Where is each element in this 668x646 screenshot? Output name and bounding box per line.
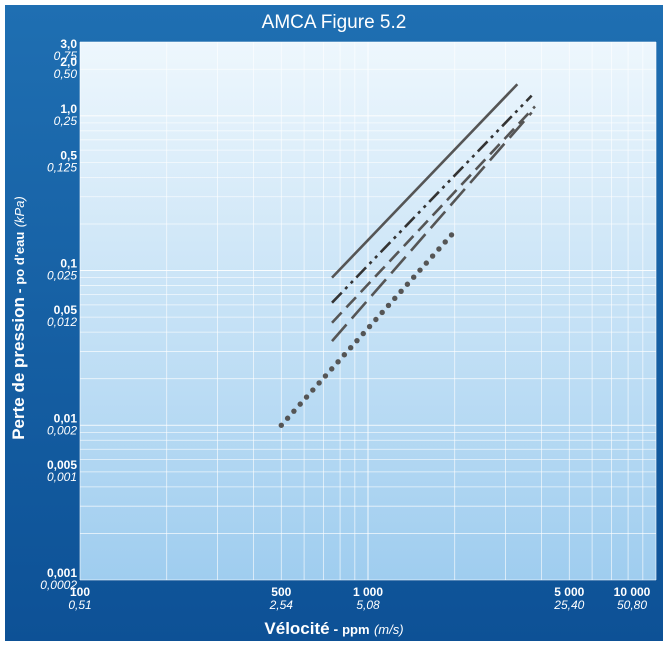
y-tick-sublabel: 0,75 xyxy=(54,49,78,63)
y-tick-label: 0,005 xyxy=(47,458,77,472)
series-dot xyxy=(316,380,322,386)
series-line xyxy=(331,111,533,342)
series-dot xyxy=(423,260,430,266)
series-dot xyxy=(322,373,329,379)
series-dot xyxy=(417,267,423,273)
series-line xyxy=(331,105,536,324)
series-dot xyxy=(354,337,360,344)
series-dot xyxy=(429,253,436,259)
series-dot xyxy=(436,246,442,252)
y-tick-label: 1,0 xyxy=(60,102,77,116)
series-path xyxy=(331,111,533,342)
x-axis-label: Vélocité - ppm (m/s) xyxy=(264,619,403,638)
x-axis-label-sep: - xyxy=(330,621,342,637)
series-dot xyxy=(291,408,297,414)
series-dot xyxy=(335,359,341,365)
y-tick-sublabel: 0,025 xyxy=(47,269,77,283)
series-dot xyxy=(373,316,379,323)
x-tick-sublabel: 50,80 xyxy=(617,598,647,612)
series-line xyxy=(278,232,455,428)
y-axis-label-sep: - xyxy=(11,285,27,297)
y-axis-label-main: Perte de pression xyxy=(9,297,28,440)
series-dot xyxy=(341,352,348,358)
y-tick-label: 0,1 xyxy=(60,257,77,271)
series-path xyxy=(331,94,533,304)
series-dot xyxy=(442,239,448,245)
series-dot xyxy=(398,288,404,295)
y-axis-ticks: 3,00,752,00,50 1,00,25 0,50,125 0,10,025 0,0… xyxy=(40,37,77,592)
series-dot xyxy=(278,422,285,428)
x-axis-label-main: Vélocité xyxy=(264,619,329,638)
series-dot xyxy=(329,366,335,372)
series-dot xyxy=(411,274,417,280)
x-tick-label: 5 000 xyxy=(554,585,584,599)
series-dot xyxy=(303,394,310,400)
series-dot xyxy=(404,281,411,287)
y-tick-sublabel: 0,25 xyxy=(54,114,78,128)
y-tick-label: 3,0 xyxy=(60,37,77,51)
series-layer xyxy=(278,83,536,428)
series-dot xyxy=(448,232,455,238)
series-dot xyxy=(297,401,303,407)
x-tick-sublabel: 5,08 xyxy=(356,598,380,612)
x-axis-label-alt-unit: (m/s) xyxy=(374,622,404,637)
series-line xyxy=(331,83,519,279)
y-axis-label: Perte de pression - po d'eau (kPa) xyxy=(9,196,28,440)
series-dot xyxy=(360,330,366,337)
y-axis-label-alt-unit: (kPa) xyxy=(12,196,27,227)
series-dot xyxy=(392,295,398,302)
series-dot xyxy=(310,387,316,393)
y-tick-sublabel: 0,002 xyxy=(47,423,77,437)
series-dot xyxy=(284,415,291,421)
x-axis-label-unit: ppm xyxy=(342,622,369,637)
series-dot xyxy=(347,345,354,351)
y-tick-label: 0,01 xyxy=(54,411,78,425)
series-dot xyxy=(366,323,373,330)
y-tick-sublabel: 0,50 xyxy=(54,67,78,81)
x-tick-sublabel: 25,40 xyxy=(553,598,584,612)
y-tick-sublabel: 0,125 xyxy=(47,160,77,174)
y-tick-label: 0,001 xyxy=(47,566,77,580)
grid xyxy=(79,41,657,581)
y-tick-label: 0,5 xyxy=(60,148,77,162)
series-line xyxy=(331,94,533,304)
x-tick-label: 10 000 xyxy=(614,585,651,599)
series-path xyxy=(331,105,536,324)
series-dot xyxy=(379,309,385,316)
y-tick-label: 2,0 xyxy=(60,55,77,69)
x-tick-label: 500 xyxy=(271,585,291,599)
y-tick-sublabel: 0,001 xyxy=(47,470,77,484)
x-tick-label: 100 xyxy=(70,585,90,599)
x-tick-label: 1 000 xyxy=(353,585,383,599)
x-tick-sublabel: 2,54 xyxy=(269,598,294,612)
chart-title: AMCA Figure 5.2 xyxy=(261,12,407,33)
y-tick-sublabel: 0,0002 xyxy=(40,578,77,592)
y-tick-sublabel: 0,012 xyxy=(47,315,77,329)
series-path xyxy=(331,83,519,279)
series-dot xyxy=(385,302,392,309)
x-tick-sublabel: 0,51 xyxy=(68,598,91,612)
y-axis-label-unit: po d'eau xyxy=(12,232,27,285)
y-tick-label: 0,05 xyxy=(54,303,78,317)
